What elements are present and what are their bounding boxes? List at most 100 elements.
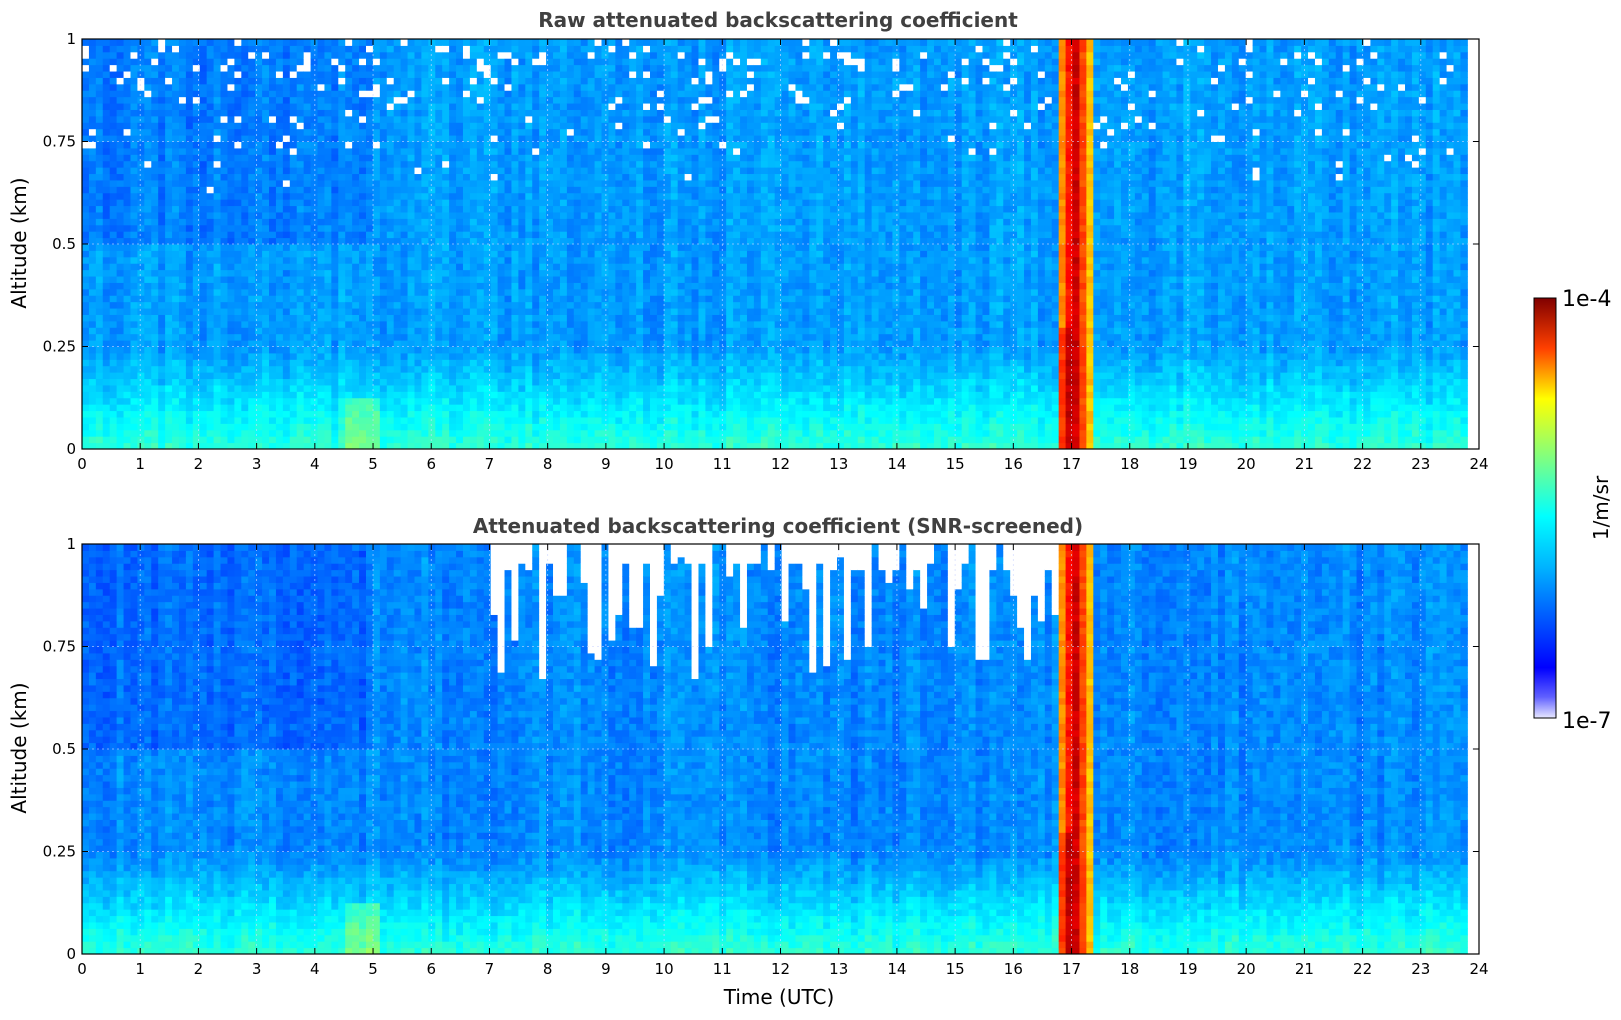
heatmap-cell	[103, 116, 110, 123]
heatmap-cell	[290, 347, 297, 354]
heatmap-cell	[269, 238, 276, 245]
heatmap-cell	[498, 391, 505, 398]
heatmap-cell	[338, 231, 345, 238]
heatmap-cell	[227, 302, 234, 309]
heatmap-cell	[484, 84, 491, 91]
heatmap-cell	[491, 103, 498, 110]
heatmap-cell	[359, 103, 366, 110]
heatmap-cell	[588, 71, 595, 78]
heatmap-cell	[124, 154, 131, 161]
heatmap-cell	[283, 39, 290, 46]
heatmap-cell	[394, 186, 401, 193]
heatmap-cell	[387, 212, 394, 219]
heatmap-cell	[311, 129, 318, 136]
heatmap-cell	[560, 385, 567, 392]
heatmap-cell	[387, 142, 394, 149]
heatmap-cell	[304, 436, 311, 443]
heatmap-cell	[373, 353, 380, 360]
heatmap-cell	[470, 308, 477, 315]
heatmap-cell	[276, 353, 283, 360]
heatmap-cell	[615, 142, 622, 149]
heatmap-cell	[414, 45, 421, 52]
heatmap-cell	[553, 218, 560, 225]
heatmap-cell	[463, 391, 470, 398]
heatmap-cell	[401, 65, 408, 72]
heatmap-cell	[387, 129, 394, 136]
heatmap-cell	[165, 161, 172, 168]
heatmap-cell	[186, 295, 193, 302]
heatmap-cell	[214, 423, 221, 430]
heatmap-cell	[477, 180, 484, 187]
heatmap-cell	[442, 122, 449, 129]
heatmap-cell	[560, 206, 567, 213]
heatmap-cell	[214, 270, 221, 277]
heatmap-cell	[511, 327, 518, 334]
heatmap-cell	[401, 135, 408, 142]
heatmap-cell	[560, 366, 567, 373]
heatmap-cell	[435, 116, 442, 123]
heatmap-cell	[151, 122, 158, 129]
heatmap-cell	[421, 116, 428, 123]
heatmap-cell	[477, 154, 484, 161]
heatmap-cell	[234, 218, 241, 225]
heatmap-cell	[186, 411, 193, 418]
heatmap-cell	[234, 97, 241, 104]
heatmap-cell	[290, 180, 297, 187]
heatmap-cell	[608, 302, 615, 309]
heatmap-cell	[331, 270, 338, 277]
heatmap-cell	[89, 423, 96, 430]
heatmap-cell	[470, 186, 477, 193]
heatmap-cell	[248, 161, 255, 168]
heatmap-cell	[602, 135, 609, 142]
heatmap-cell	[567, 225, 574, 232]
heatmap-cell	[567, 308, 574, 315]
heatmap-cell	[525, 385, 532, 392]
heatmap-cell	[221, 295, 228, 302]
heatmap-cell	[560, 135, 567, 142]
heatmap-cell	[359, 65, 366, 72]
heatmap-cell	[574, 90, 581, 97]
heatmap-cell	[144, 289, 151, 296]
heatmap-cell	[186, 154, 193, 161]
heatmap-cell	[311, 65, 318, 72]
heatmap-cell	[505, 122, 512, 129]
heatmap-cell	[324, 65, 331, 72]
heatmap-cell	[221, 379, 228, 386]
heatmap-cell	[387, 289, 394, 296]
heatmap-cell	[241, 417, 248, 424]
heatmap-cell	[408, 58, 415, 65]
heatmap-cell	[269, 334, 276, 341]
heatmap-cell	[414, 308, 421, 315]
heatmap-cell	[304, 347, 311, 354]
heatmap-cell	[581, 302, 588, 309]
heatmap-cell	[456, 193, 463, 200]
heatmap-cell	[546, 302, 553, 309]
heatmap-cell	[615, 103, 622, 110]
heatmap-cell	[449, 116, 456, 123]
heatmap-cell	[456, 122, 463, 129]
heatmap-cell	[608, 97, 615, 104]
heatmap-cell	[262, 263, 269, 270]
heatmap-cell	[442, 257, 449, 264]
heatmap-cell	[117, 97, 124, 104]
heatmap-cell	[234, 334, 241, 341]
heatmap-cell	[595, 39, 602, 46]
heatmap-cell	[532, 398, 539, 405]
heatmap-cell	[248, 295, 255, 302]
heatmap-cell	[428, 238, 435, 245]
heatmap-cell	[158, 411, 165, 418]
heatmap-cell	[276, 257, 283, 264]
heatmap-cell	[186, 379, 193, 386]
heatmap-cell	[345, 238, 352, 245]
heatmap-cell	[595, 372, 602, 379]
heatmap-cell	[615, 289, 622, 296]
heatmap-cell	[158, 231, 165, 238]
heatmap-cell	[602, 353, 609, 360]
heatmap-cell	[318, 129, 325, 136]
heatmap-cell	[546, 353, 553, 360]
heatmap-cell	[172, 302, 179, 309]
heatmap-cell	[498, 97, 505, 104]
heatmap-cell	[567, 193, 574, 200]
heatmap-cell	[241, 71, 248, 78]
heatmap-cell	[525, 122, 532, 129]
